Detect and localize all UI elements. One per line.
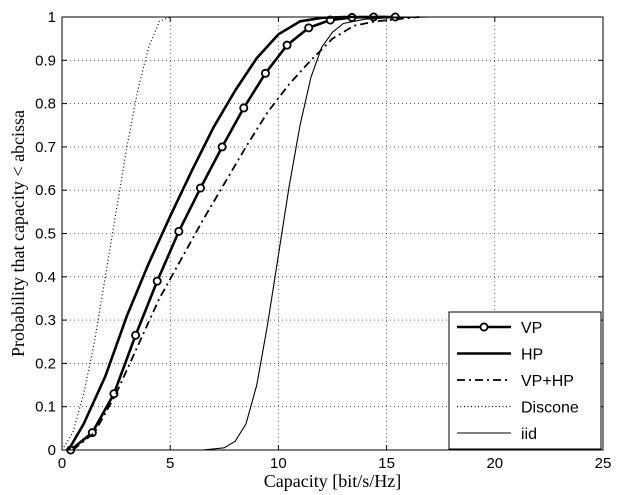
y-axis-label: Probability that capacity < abcissa (8, 110, 28, 357)
y-tick-label: 0.3 (35, 312, 56, 329)
y-tick-label: 0.4 (35, 269, 56, 286)
series-point-vp (262, 70, 269, 77)
series-point-vp (219, 143, 226, 150)
x-axis-label: Capacity [bit/s/Hz] (264, 471, 401, 491)
y-tick-label: 0.8 (35, 96, 56, 113)
series-point-vp (283, 42, 290, 49)
series-layer (62, 13, 473, 453)
legend-marker-vp (480, 323, 487, 330)
series-point-vp (197, 184, 204, 191)
x-tick-label: 25 (595, 455, 612, 472)
legend-label-iid: iid (521, 426, 537, 443)
y-tick-label: 1 (48, 9, 56, 26)
x-tick-label: 0 (58, 455, 66, 472)
y-tick-label: 0.6 (35, 182, 56, 199)
x-tick-label: 5 (166, 455, 174, 472)
series-line-iid (203, 17, 474, 450)
y-tick-label: 0.7 (35, 139, 56, 156)
series-point-vp (175, 228, 182, 235)
series-point-vp (154, 278, 161, 285)
series-point-vp (240, 104, 247, 111)
y-tick-label: 0.2 (35, 355, 56, 372)
x-tick-label: 15 (378, 455, 395, 472)
y-tick-label: 0 (48, 442, 56, 459)
x-tick-label: 10 (270, 455, 287, 472)
legend: VP HP VP+HP Discone iid (449, 312, 601, 449)
legend-label-vp: VP (521, 320, 542, 337)
y-tick-label: 0.9 (35, 52, 56, 69)
x-tick-label: 20 (486, 455, 503, 472)
y-tick-label: 0.1 (35, 399, 56, 416)
series-line-vp-hp (73, 17, 419, 450)
series-point-vp (132, 332, 139, 339)
series-point-vp (305, 24, 312, 31)
legend-label-vp-hp: VP+HP (521, 373, 574, 390)
legend-label-hp: HP (521, 347, 543, 364)
y-tick-label: 0.5 (35, 226, 56, 243)
legend-label-discone: Discone (521, 400, 579, 417)
